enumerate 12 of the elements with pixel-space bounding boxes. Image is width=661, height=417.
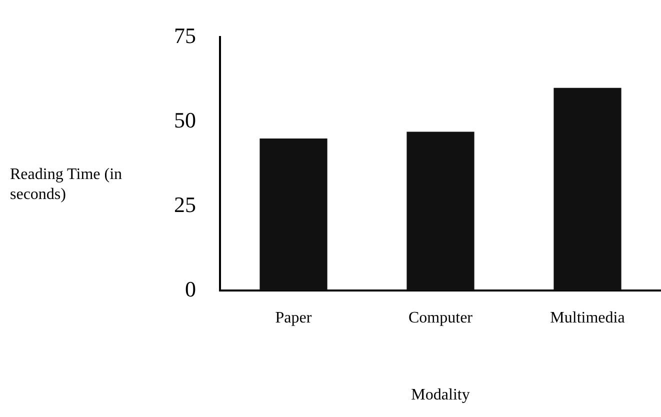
y-axis-title: Reading Time (in seconds): [10, 166, 122, 204]
x-tick-label: Multimedia: [550, 309, 625, 326]
y-tick-label: 50: [174, 107, 196, 132]
y-tick-label: 25: [174, 192, 196, 217]
bar: [554, 88, 622, 291]
bar: [406, 132, 474, 291]
x-axis-title: Modality: [411, 386, 470, 404]
y-tick-label: 75: [174, 22, 196, 48]
x-tick-label: Computer: [408, 309, 474, 326]
x-tick-label: Paper: [275, 309, 312, 326]
bar: [260, 138, 328, 291]
y-tick-label: 0: [185, 276, 196, 302]
